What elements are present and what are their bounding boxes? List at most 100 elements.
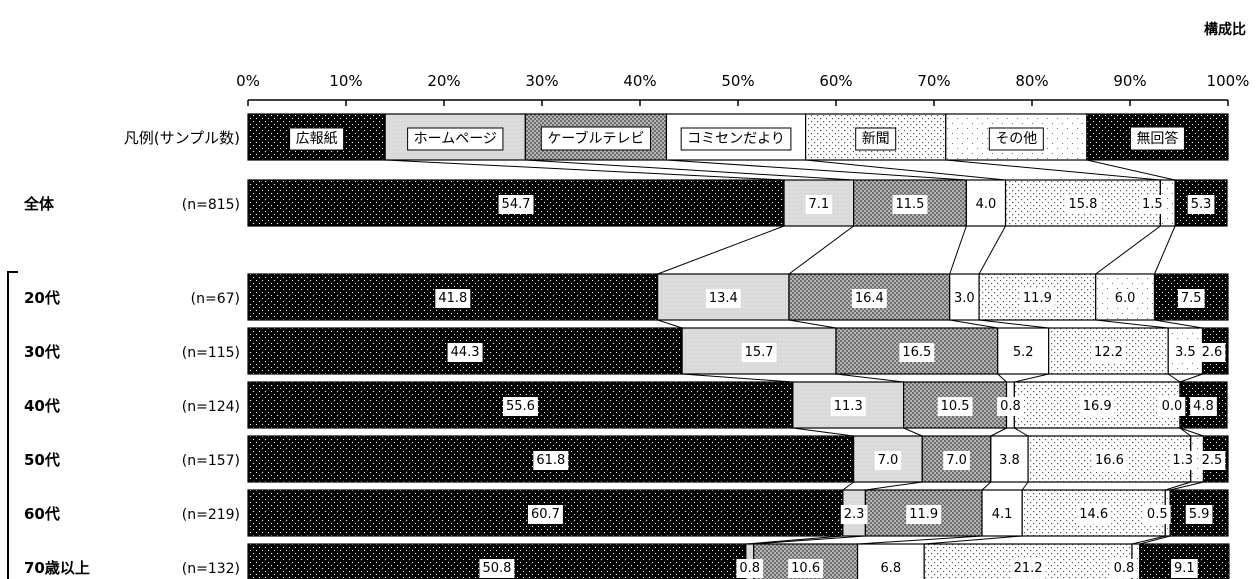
connector-line [1165,481,1191,491]
legend-label-box [1129,126,1185,151]
x-tick-label: 80% [1015,72,1048,90]
legend-label: コミセンだより [687,131,785,147]
bar-value-label: 16.6 [1095,453,1124,468]
bar-value-label-background [736,559,764,578]
connector-line [788,225,854,275]
x-tick-label: 70% [917,72,950,90]
connector-line [924,535,1023,545]
connector-line [666,159,967,181]
row-sample-size: (n=219) [182,507,240,523]
connector-line [1167,373,1181,383]
legend-label-box [855,127,897,151]
bar-value-label-background [1169,451,1197,470]
bar-value-label-background [1172,343,1199,362]
connector-line [979,319,1049,329]
bar-value-label: 5.2 [1013,345,1034,360]
bar-value-label: 61.8 [536,453,565,468]
bar-value-label: 0.8 [1000,399,1021,414]
bar-value-label-background [1198,451,1226,470]
bar-value-label: 5.3 [1191,197,1212,212]
bar-value-label: 4.8 [1193,399,1214,414]
connector-line [865,481,923,491]
bar-value-label: 41.8 [438,291,467,306]
legend-label-box [407,127,504,151]
connector-line [1154,225,1176,275]
bar-value-label: 1.3 [1172,453,1193,468]
row-category-label: 70歳以上 [24,559,90,577]
bar-value-label-background [899,343,935,362]
bar-value-label: 7.5 [1181,291,1202,306]
bar-value-label-background [1019,289,1055,308]
bar-value-label: 2.3 [844,507,865,522]
bar-value-label-background [830,397,866,416]
bar-value-label-background [527,505,563,524]
bar-value-label-background [1158,397,1186,416]
connector-line [1021,481,1029,491]
connector-line [990,427,1007,437]
age-group-bracket [7,271,18,579]
connector-line [949,225,967,275]
connector-line [1170,481,1204,491]
legend-row-label: 凡例(サンプル数) [124,129,240,147]
legend-label: ケーブルテレビ [547,130,644,147]
bar-value-label: 13.4 [709,291,738,306]
legend-label-box [680,127,792,151]
bar-value-label: 0.5 [1147,507,1168,522]
bar-value-label: 11.3 [834,399,863,414]
bar-value-label: 12.2 [1094,345,1123,360]
bar-value-label: 21.2 [1014,561,1043,576]
bar-value-label-background [498,195,534,214]
bar-value-label: 16.5 [902,345,931,360]
bar-value-label: 50.8 [482,561,511,576]
bar-value-label: 14.6 [1079,507,1108,522]
row-category-label: 全体 [23,195,55,213]
bar-value-label-background [988,505,1016,524]
legend-label: 無回答 [1136,130,1178,147]
bar-value-label-background [788,559,824,578]
bar-value-label: 54.7 [502,197,531,212]
bar-value-label-background [1187,195,1215,214]
legend-row: 凡例(サンプル数) 広報紙 ホームページ ケーブルテレビ コミセンだより 新聞 その他 無回答 [124,113,1229,161]
connector-line [788,319,837,329]
bar-value-label: 3.8 [999,453,1020,468]
connector-line [903,427,923,437]
bar-rows: 54.7 7.1 11.5 4.0 15.8 1.5 5.3 41.8 13.4 16.4 3.0 1… [247,179,1230,579]
legend-label-box [289,127,345,151]
connector-line [978,225,1006,275]
legend-label-box [540,126,651,151]
bar-value-label: 7.0 [946,453,967,468]
bar-value-label-background [906,505,942,524]
bar-value-label: 1.5 [1142,197,1163,212]
row-sample-size: (n=67) [191,291,240,307]
connector-line [385,159,785,181]
connector-line [949,319,998,329]
row-labels: 全体 (n=815) 20代 (n=67) 30代 (n=115) 40代 (n=124) 50… [23,195,240,577]
bar-value-label: 5.9 [1189,507,1210,522]
connector-line [945,159,1161,181]
bar-value-label-background [705,289,741,308]
bar-value-label: 16.4 [855,291,884,306]
bar-value-label: 6.8 [881,561,902,576]
connector-line [525,159,854,181]
bar-value-label-background [877,559,905,578]
connector-line [1014,427,1029,437]
bar-value-label-background [1110,559,1138,578]
unit-label: 構成比 [1204,21,1246,38]
x-tick-label: 30% [525,72,558,90]
bar-value-label-background [1171,559,1198,578]
bar-value-label-background [1111,289,1139,308]
bar-value-label-background [1079,397,1115,416]
legend-label: 広報紙 [296,131,338,147]
bar-value-label: 15.7 [745,345,774,360]
bar-value-label: 11.5 [896,197,925,212]
bar-value-label: 6.0 [1115,291,1136,306]
bar-value-label-background [435,289,471,308]
bar-value-label-background [1143,505,1171,524]
x-tick-label: 50% [721,72,754,90]
bar-value-label: 0.0 [1162,399,1183,414]
bar-value-label: 16.9 [1083,399,1112,414]
row-category-label: 30代 [24,343,60,361]
x-tick-label: 10% [329,72,362,90]
bar-value-label: 2.6 [1202,345,1223,360]
bar-value-label: 7.0 [878,453,899,468]
